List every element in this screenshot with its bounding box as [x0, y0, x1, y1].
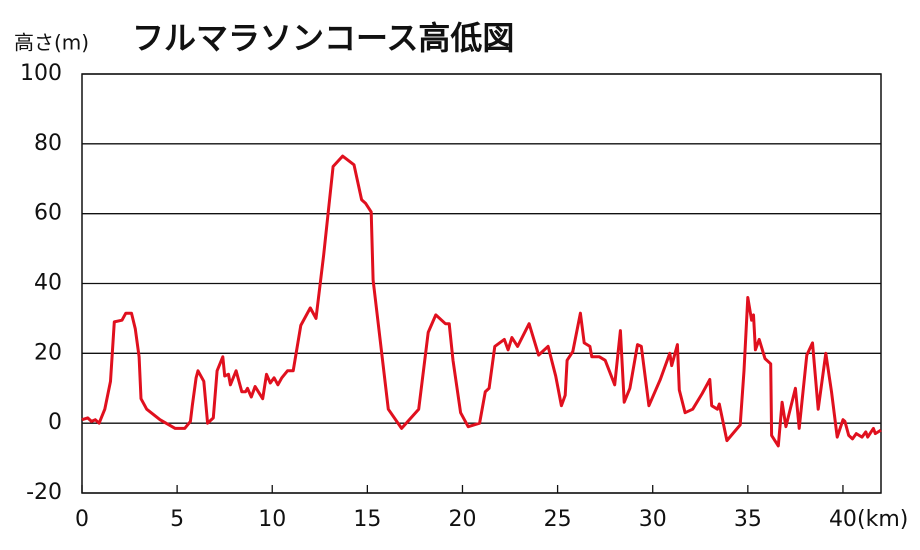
- y-tick-label: -20: [26, 480, 62, 505]
- x-tick-label: 30: [639, 507, 667, 532]
- plot-frame: [81, 73, 882, 494]
- x-axis-label: (km): [857, 507, 908, 532]
- x-tick-label: 40: [829, 507, 857, 532]
- x-tick-label: 25: [544, 507, 572, 532]
- y-tick-label: 20: [34, 340, 62, 365]
- chart-title: フルマラソンコース高低図: [132, 19, 514, 57]
- y-tick-label: 60: [34, 201, 62, 226]
- x-tick-label: 35: [734, 507, 762, 532]
- x-tick-label: 20: [448, 507, 476, 532]
- y-tick-label: 0: [48, 410, 62, 435]
- y-axis-label: 高さ(m): [14, 31, 89, 55]
- x-tick-label: 15: [353, 507, 381, 532]
- x-tick-label: 0: [75, 507, 89, 532]
- y-tick-label: 100: [20, 61, 62, 86]
- y-tick-label: 40: [34, 271, 62, 296]
- x-tick-label: 10: [258, 507, 286, 532]
- x-tick-label: 5: [170, 507, 184, 532]
- y-tick-label: 80: [34, 131, 62, 156]
- elevation-line: [81, 154, 882, 448]
